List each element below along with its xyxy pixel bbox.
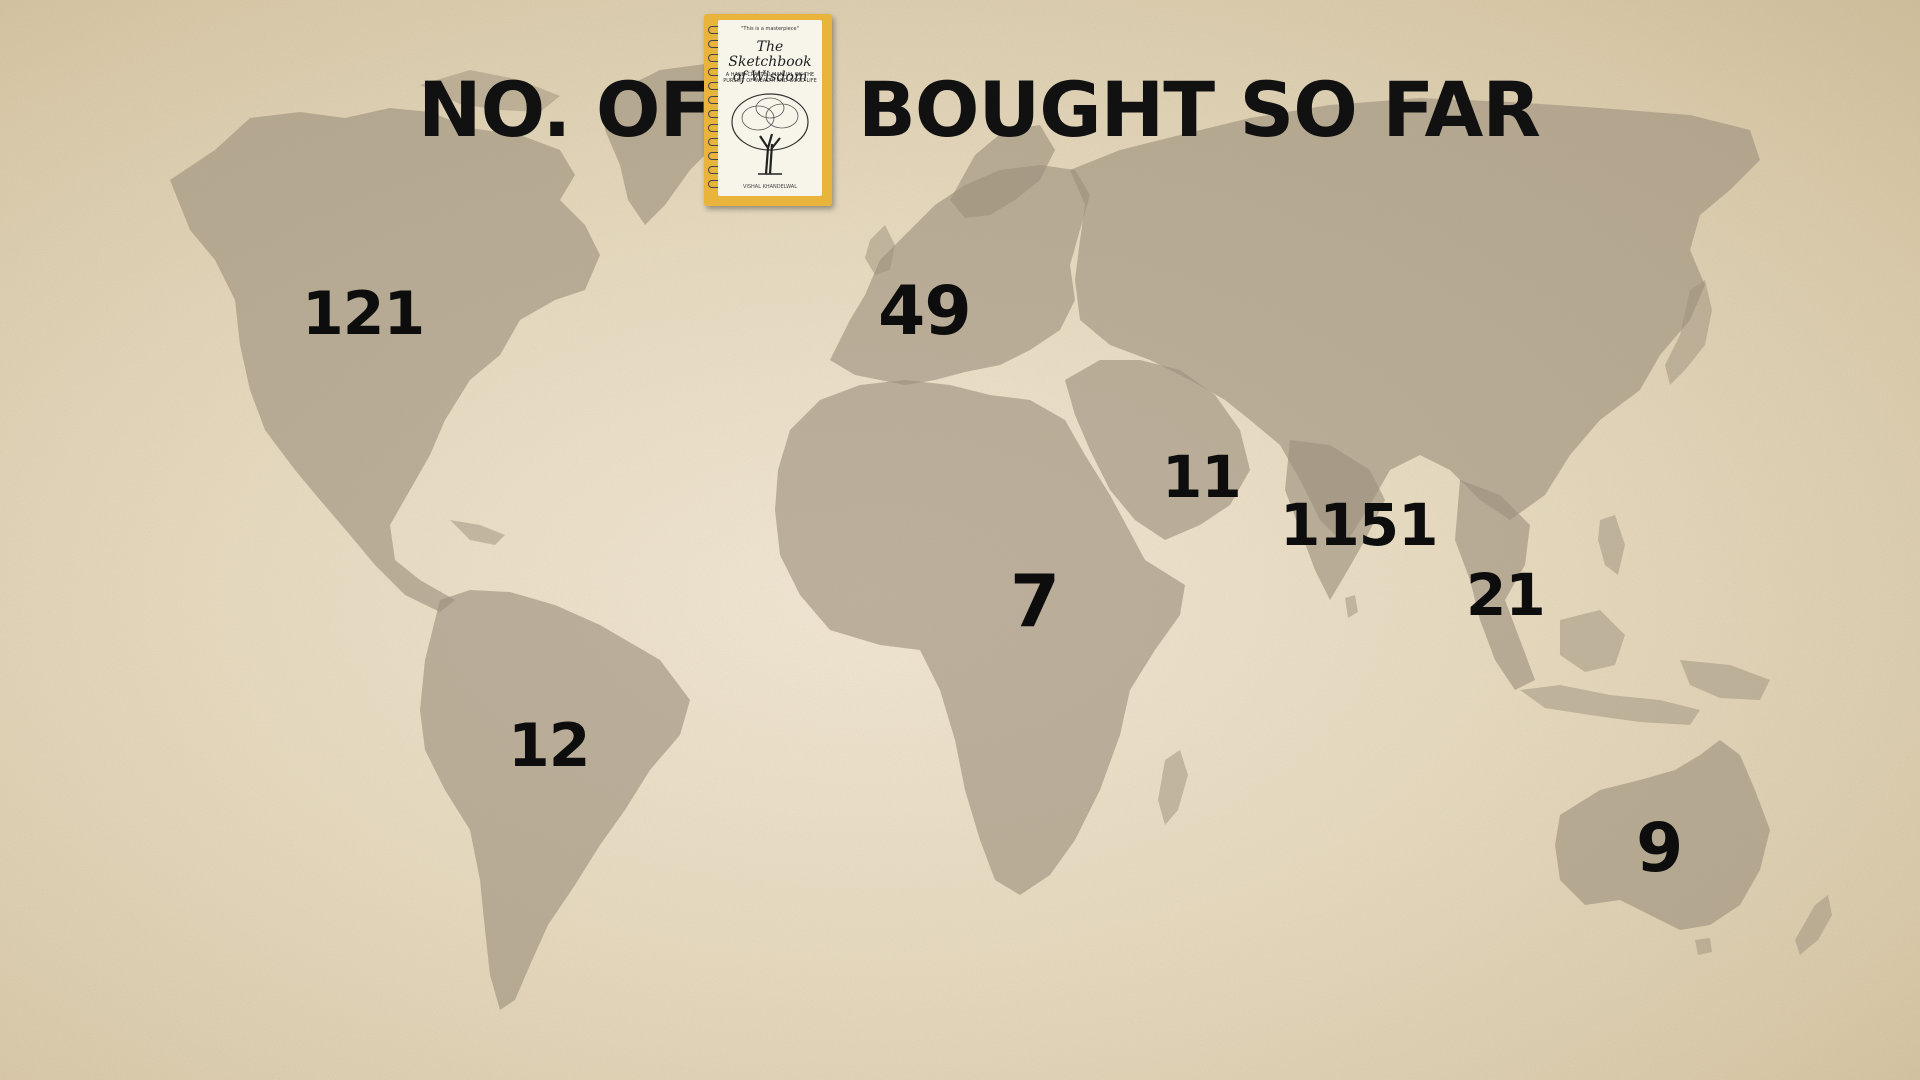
- landmass-madagascar: [1158, 750, 1188, 825]
- landmass-southeast-asia: [1455, 480, 1535, 690]
- landmass-japan: [1665, 280, 1712, 385]
- landmass-arctic-islands: [420, 70, 560, 112]
- headline-prefix: NO. OF: [418, 65, 711, 154]
- book-quote: "This is a masterpiece": [741, 26, 799, 32]
- count-middle-east: 11: [1162, 443, 1242, 511]
- count-europe: 49: [878, 272, 972, 351]
- landmass-south-america: [420, 590, 690, 1010]
- headline-suffix: BOUGHT SO FAR: [858, 65, 1541, 154]
- landmass-caribbean: [450, 520, 505, 545]
- landmass-north-america: [170, 108, 600, 612]
- landmass-new-guinea: [1680, 660, 1770, 700]
- landmass-new-zealand: [1795, 895, 1832, 955]
- landmass-australia: [1555, 740, 1770, 930]
- landmass-philippines: [1598, 515, 1625, 575]
- book-cover-image: "This is a masterpiece" The Sketchbook o…: [704, 14, 832, 206]
- count-africa: 7: [1010, 559, 1060, 643]
- landmass-tasmania: [1695, 938, 1712, 955]
- landmass-sri-lanka: [1345, 595, 1358, 618]
- tree-illustration-icon: [731, 93, 809, 175]
- landmass-europe: [830, 165, 1090, 385]
- count-south-america: 12: [508, 711, 590, 781]
- book-author: Vishal Khandelwal: [742, 184, 798, 190]
- landmass-indonesia: [1520, 685, 1700, 725]
- book-subtitle: A hand-crafted manual on the pursuit of …: [723, 72, 817, 84]
- count-australia: 9: [1636, 809, 1683, 888]
- landmass-borneo: [1560, 610, 1625, 672]
- count-india: 1151: [1280, 491, 1438, 559]
- landmass-arabia: [1065, 360, 1250, 540]
- book-page: "This is a masterpiece" The Sketchbook o…: [718, 20, 822, 196]
- count-north-america: 121: [302, 279, 425, 349]
- landmass-asia: [1070, 98, 1760, 545]
- landmass-india: [1285, 440, 1385, 600]
- book-title: The Sketchbook of Wisdom: [728, 39, 812, 85]
- landmass-scandinavia: [950, 125, 1055, 218]
- landmass-africa: [775, 380, 1185, 895]
- landmass-uk: [865, 225, 895, 275]
- count-southeast-asia: 21: [1466, 561, 1546, 629]
